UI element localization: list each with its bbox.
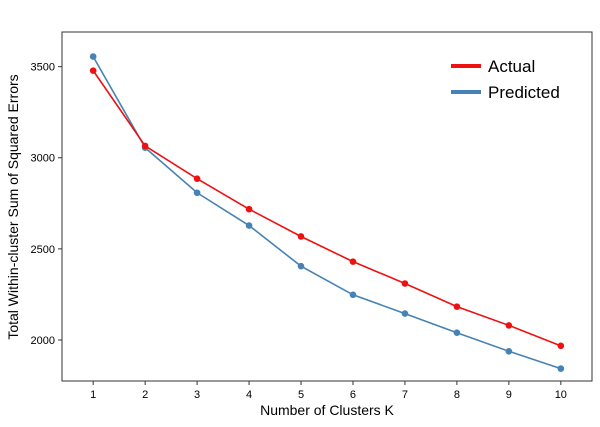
data-point-actual <box>453 303 461 310</box>
data-point-actual <box>89 67 97 74</box>
data-point-predicted <box>297 262 305 270</box>
x-tick-label: 8 <box>454 389 460 401</box>
x-tick-label: 3 <box>194 389 200 401</box>
y-axis-title: Total Within-cluster Sum of Squared Erro… <box>5 74 21 339</box>
x-tick-label: 1 <box>90 389 96 401</box>
data-point-predicted <box>505 347 513 355</box>
y-tick-label: 2500 <box>31 244 55 256</box>
x-tick-label: 9 <box>506 389 512 401</box>
x-axis-title: Number of Clusters K <box>260 402 394 418</box>
y-tick-label: 3500 <box>31 62 55 74</box>
legend-label-predicted: Predicted <box>488 83 560 102</box>
series-line-predicted <box>92 56 562 370</box>
data-point-actual <box>505 322 513 329</box>
data-point-predicted <box>193 189 201 197</box>
data-point-actual <box>349 258 357 265</box>
x-axis-ticks: 1 2 3 4 5 6 7 8 9 10 <box>90 381 567 401</box>
x-tick-label: 5 <box>298 389 304 401</box>
data-point-actual <box>401 280 409 287</box>
data-point-actual <box>297 233 305 240</box>
data-point-actual <box>141 142 149 150</box>
data-point-predicted <box>401 310 409 317</box>
data-point-predicted <box>453 329 461 337</box>
series-layer <box>89 53 565 372</box>
x-tick-label: 4 <box>246 389 252 401</box>
x-tick-label: 2 <box>142 389 148 401</box>
data-point-actual <box>557 342 565 350</box>
data-point-predicted <box>245 222 253 229</box>
data-point-actual <box>193 175 201 183</box>
data-point-predicted <box>349 291 357 299</box>
data-point-predicted <box>557 365 565 372</box>
data-point-predicted <box>89 53 97 60</box>
y-axis-ticks: 2000 2500 3000 3500 <box>31 62 62 347</box>
legend: Actual Predicted <box>451 57 560 102</box>
data-point-actual <box>245 205 253 213</box>
legend-label-actual: Actual <box>488 57 535 76</box>
x-tick-label: 7 <box>402 389 408 401</box>
y-tick-label: 2000 <box>31 335 55 347</box>
x-tick-label: 10 <box>555 389 567 401</box>
x-tick-label: 6 <box>350 389 356 401</box>
y-tick-label: 3000 <box>31 153 55 165</box>
series-line-actual <box>92 70 562 347</box>
